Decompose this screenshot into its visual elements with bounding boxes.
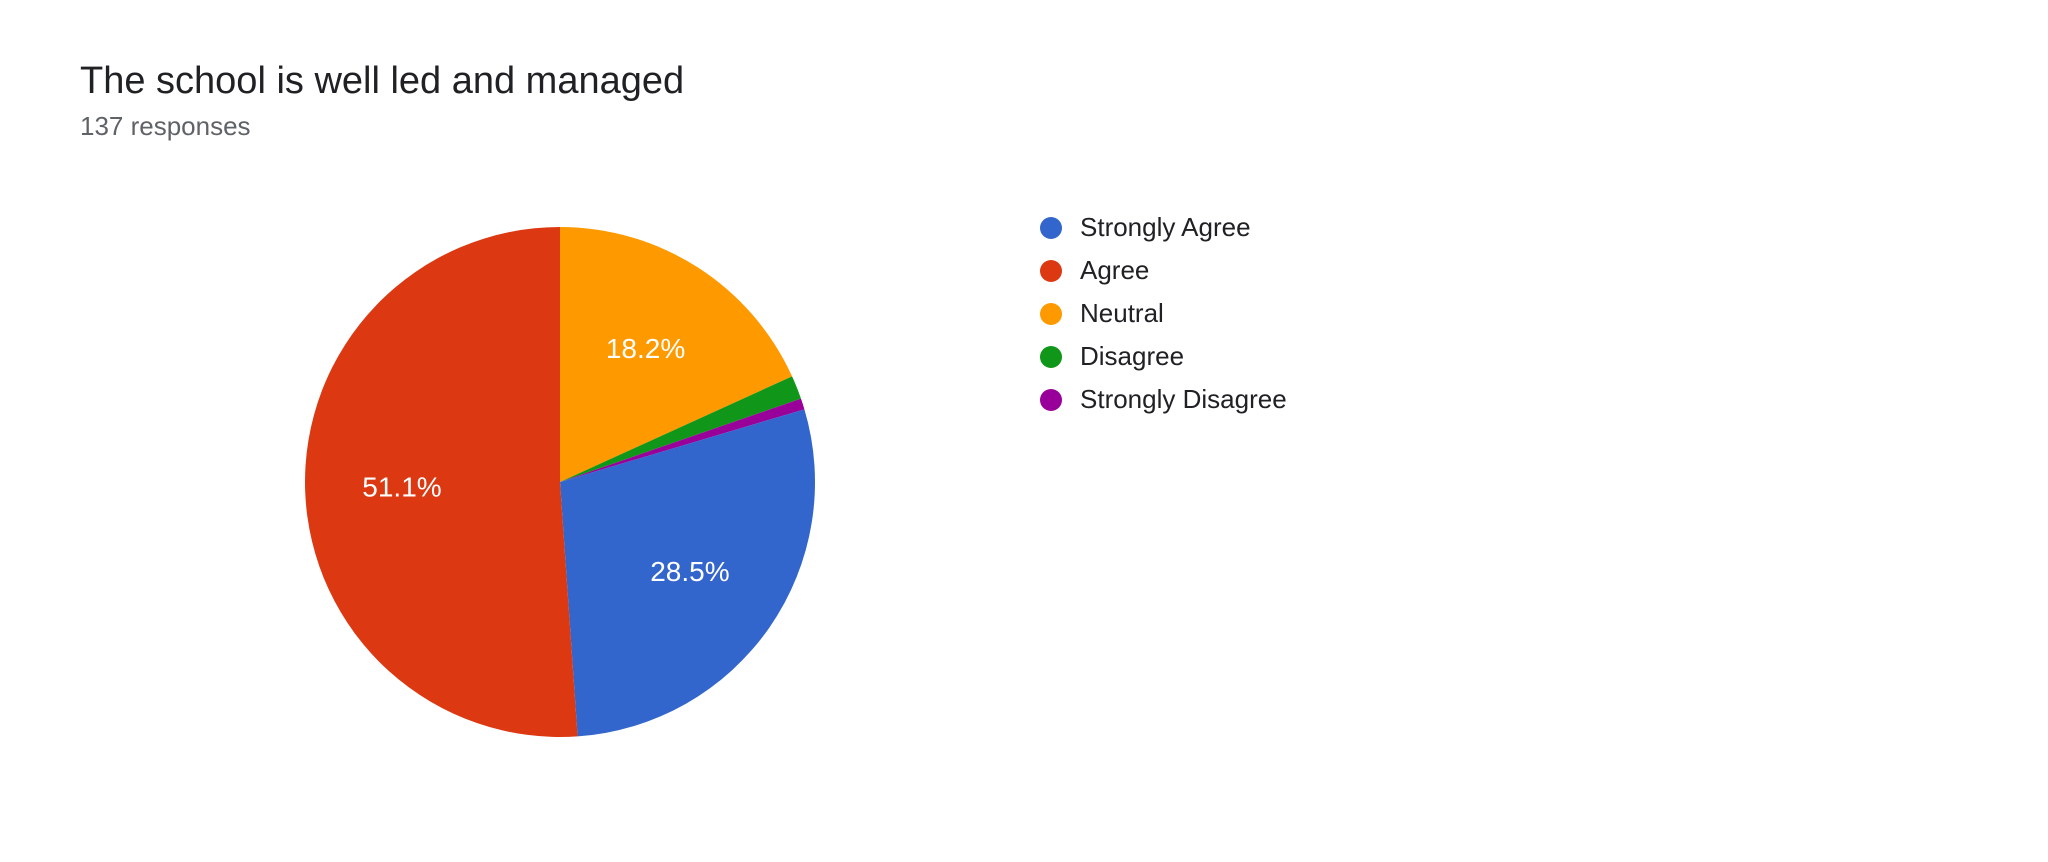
pie-slice-label-strongly_agree: 28.5%: [650, 556, 729, 587]
legend-label-neutral: Neutral: [1080, 298, 1164, 329]
pie-chart: 18.2% 28.5% 51.1%: [260, 182, 860, 782]
legend-item-strongly_disagree: Strongly Disagree: [1040, 384, 1287, 415]
chart-legend: Strongly Agree Agree Neutral Disagree Strong…: [1040, 182, 1287, 427]
pie-slice-label-neutral: 18.2%: [606, 333, 685, 364]
legend-label-strongly_disagree: Strongly Disagree: [1080, 384, 1287, 415]
legend-label-agree: Agree: [1080, 255, 1149, 286]
legend-item-strongly_agree: Strongly Agree: [1040, 212, 1287, 243]
legend-swatch-strongly_disagree: [1040, 389, 1062, 411]
legend-item-neutral: Neutral: [1040, 298, 1287, 329]
pie-column: 18.2% 28.5% 51.1%: [80, 182, 1040, 782]
chart-body: 18.2% 28.5% 51.1% Strongly Agree Agree Neutr…: [80, 182, 1968, 782]
legend-item-agree: Agree: [1040, 255, 1287, 286]
legend-swatch-agree: [1040, 260, 1062, 282]
legend-swatch-disagree: [1040, 346, 1062, 368]
chart-card: The school is well led and managed 137 r…: [0, 0, 2048, 862]
pie-slice-label-agree: 51.1%: [362, 471, 441, 502]
legend-swatch-neutral: [1040, 303, 1062, 325]
legend-swatch-strongly_agree: [1040, 217, 1062, 239]
legend-label-disagree: Disagree: [1080, 341, 1184, 372]
legend-item-disagree: Disagree: [1040, 341, 1287, 372]
legend-label-strongly_agree: Strongly Agree: [1080, 212, 1251, 243]
chart-title: The school is well led and managed: [80, 60, 1968, 103]
chart-subtitle: 137 responses: [80, 111, 1968, 142]
